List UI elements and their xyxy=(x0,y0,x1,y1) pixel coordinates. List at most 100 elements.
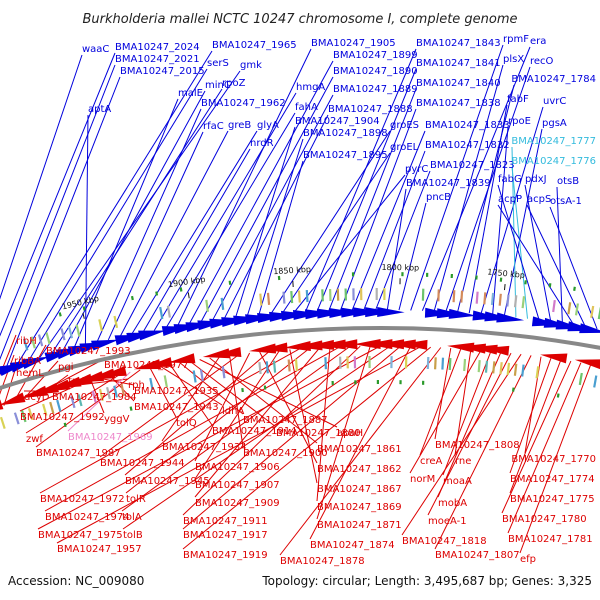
reverse-category-block xyxy=(0,416,6,429)
reverse-gene-label: BMA10247_1943 xyxy=(134,402,219,413)
backbone-arc xyxy=(0,326,600,391)
reverse-gene-label: ribBA xyxy=(14,356,41,367)
reverse-label-connector xyxy=(182,346,432,550)
rna-marker xyxy=(548,283,552,288)
reverse-gene-arrow xyxy=(32,382,59,395)
reverse-gene-label: BMA10247_1874 xyxy=(310,540,395,551)
reverse-gene-label: zwf xyxy=(26,434,43,445)
forward-gene-label: BMA10247_1904 xyxy=(295,116,380,127)
reverse-gene-label: trxB xyxy=(68,376,89,387)
reverse-gene-arrow xyxy=(65,373,93,386)
gene-labels: waaC BMA10247_2024BMA10247_2021BMA10247_2… xyxy=(14,34,596,567)
reverse-label-connector xyxy=(316,345,371,520)
rna-marker xyxy=(179,287,183,292)
rna-marker xyxy=(512,387,515,392)
reverse-category-block xyxy=(265,361,269,374)
reverse-gene-label: BMA10247_1878 xyxy=(280,556,365,567)
reverse-category-block xyxy=(199,369,204,382)
forward-label-connector xyxy=(153,92,297,331)
forward-label-connector xyxy=(328,88,417,312)
reverse-gene-label: BMA10247_1808 xyxy=(435,440,520,451)
forward-gene-arrow xyxy=(496,312,525,323)
forward-gene-label: recO xyxy=(530,56,554,67)
reverse-label-connector xyxy=(90,380,105,414)
reverse-label-connector xyxy=(259,351,318,464)
forward-gene-label: otsB xyxy=(557,176,579,187)
forward-label-connector xyxy=(480,106,544,315)
reverse-category-block xyxy=(535,366,540,379)
reverse-label-connector xyxy=(194,347,321,498)
forward-label-connector xyxy=(0,54,83,300)
forward-label-connector xyxy=(234,126,296,319)
forward-label-connector xyxy=(165,112,296,329)
reverse-gene-label: moaA xyxy=(443,476,472,487)
reverse-label-connector xyxy=(169,364,213,426)
forward-gene-label: waaC xyxy=(82,44,109,55)
reverse-label-connector xyxy=(434,355,532,550)
reverse-label-connector xyxy=(519,364,592,554)
reverse-gene-label: BMA10247_1780 xyxy=(502,514,587,525)
reverse-gene-label: BMA10247_1818 xyxy=(402,536,487,547)
forward-gene-label: rpmF xyxy=(503,34,529,45)
reverse-gene-label: BMA10247_1977 xyxy=(104,360,189,371)
reverse-gene-label: BMA10247_1935 xyxy=(134,386,219,397)
reverse-label-connector xyxy=(182,345,361,516)
reverse-gene-label: rph xyxy=(128,380,145,391)
forward-gene-label: glyA xyxy=(257,120,279,131)
reverse-label-connector xyxy=(99,353,240,458)
forward-gene-label: rpoE xyxy=(508,116,531,127)
reverse-gene-arrow xyxy=(330,339,358,350)
rna-marker xyxy=(556,393,560,398)
accession-text: Accession: NC_009080 xyxy=(8,574,144,588)
reverse-gene-arrow xyxy=(318,339,346,350)
forward-category-block xyxy=(266,292,271,306)
forward-gene-label: greB xyxy=(228,120,251,131)
forward-label-connector xyxy=(188,60,334,325)
forward-gene-label: BMA10247_1905 xyxy=(311,38,396,49)
reverse-label-connector xyxy=(189,360,277,428)
reverse-gene-arrow xyxy=(447,342,475,353)
reverse-gene-label: BMA10247_1945 xyxy=(125,476,210,487)
forward-label-connector xyxy=(339,108,417,311)
forward-gene-label: otsA-1 xyxy=(550,196,582,207)
forward-category-block xyxy=(60,328,66,341)
reverse-gene-label: tolR xyxy=(126,494,146,505)
reverse-gene-arrow xyxy=(0,392,26,406)
reverse-label-connector xyxy=(122,345,391,530)
reverse-gene-label: BMA10247_1869 xyxy=(317,502,402,513)
forward-category-block xyxy=(205,299,209,312)
forward-gene-arrow xyxy=(579,323,600,334)
reverse-category-block xyxy=(149,377,154,391)
tick-mark xyxy=(82,312,85,319)
forward-label-connector xyxy=(258,160,304,317)
summary-text: Topology: circular; Length: 3,495,687 bp… xyxy=(261,574,592,588)
forward-label-connector xyxy=(497,204,575,326)
reverse-category-block xyxy=(91,390,97,403)
reverse-gene-label: BMA10247_1944 xyxy=(100,458,185,469)
reverse-gene-label: BMA10247_1909 xyxy=(195,498,280,509)
reverse-gene-label: BMA10247_1807 xyxy=(435,550,520,561)
forward-gene-label: fabF xyxy=(507,94,529,105)
forward-category-block xyxy=(506,294,510,307)
forward-gene-label: malE xyxy=(178,88,203,99)
reverse-gene-label: BMA10247_1862 xyxy=(317,464,402,475)
reverse-category-block xyxy=(513,363,518,376)
reverse-gene-label: tolA xyxy=(122,512,142,523)
reverse-gene-label: BMA10247_1770 xyxy=(511,454,596,465)
reverse-gene-label: BMA10247_1775 xyxy=(510,494,595,505)
rna-marker xyxy=(58,312,62,317)
forward-label-connector xyxy=(28,68,208,361)
reverse-category-block xyxy=(13,412,20,425)
forward-gene-label: pgsA xyxy=(542,118,567,129)
forward-gene-label: BMA10247_1823 xyxy=(430,160,515,171)
forward-gene-label: pncB xyxy=(426,192,451,203)
forward-category-block xyxy=(490,292,495,306)
forward-gene-label: fahA xyxy=(295,102,318,113)
rna-marker xyxy=(63,422,67,428)
reverse-label-connector xyxy=(124,350,271,476)
reverse-gene-label: creA xyxy=(420,456,443,467)
rna-marker xyxy=(129,406,133,411)
reverse-gene-label: apaH xyxy=(337,428,363,439)
label-connectors xyxy=(0,44,598,556)
reverse-gene-label: BMA10247_1917 xyxy=(183,530,268,541)
